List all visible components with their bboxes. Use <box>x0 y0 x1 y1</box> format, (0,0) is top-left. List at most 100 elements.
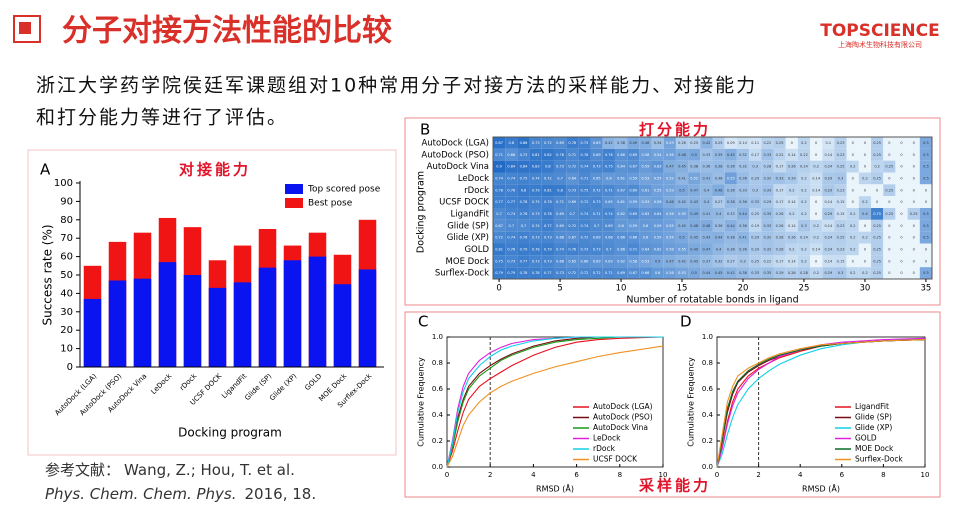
cell <box>749 172 762 185</box>
row-label: GOLD <box>464 245 489 255</box>
cell-label: 0 <box>815 212 817 216</box>
cell <box>810 160 823 173</box>
cell <box>773 172 786 185</box>
cell-label: 0.49 <box>690 212 698 216</box>
cell-label: 0.73 <box>507 259 515 263</box>
cell-label: 0.44 <box>739 212 748 216</box>
cell-label: 0.25 <box>873 271 881 275</box>
cell <box>651 267 664 279</box>
cell <box>907 219 920 232</box>
cell-label: 0.25 <box>873 176 881 180</box>
cell-label: 0.3 <box>752 188 758 192</box>
cell <box>761 184 774 197</box>
cell <box>773 184 786 197</box>
cell <box>590 231 603 244</box>
cell-label: 0.26 <box>788 165 796 169</box>
y-tick-label: 1.0 <box>702 333 713 341</box>
cell-label: 0 <box>913 200 915 204</box>
cell <box>517 160 530 173</box>
cell-label: 0.49 <box>690 247 698 251</box>
cell <box>846 219 859 232</box>
cell-label: 0.17 <box>776 188 784 192</box>
cell-label: 0.68 <box>605 236 613 240</box>
cell <box>834 184 847 197</box>
cell-label: 0.73 <box>593 200 601 204</box>
cell <box>651 219 664 232</box>
x-tick-label: 4 <box>531 471 536 479</box>
cell-label: 0 <box>791 141 793 145</box>
cell-label: 0.75 <box>520 176 528 180</box>
cell-label: 0.78 <box>556 153 564 157</box>
cell-label: 0.38 <box>617 141 625 145</box>
cell-label: 0.4 <box>716 212 722 216</box>
cell-label: 0.67 <box>568 236 576 240</box>
cell-label: 0 <box>852 200 854 204</box>
cell <box>773 231 786 244</box>
cell <box>627 231 640 244</box>
cell-label: 0.56 <box>654 200 662 204</box>
cell <box>590 267 603 279</box>
cell <box>675 184 689 197</box>
cell-label: 0.33 <box>763 224 771 228</box>
cell-label: 0.15 <box>837 259 845 263</box>
cell <box>614 208 628 220</box>
cell <box>773 243 786 256</box>
cell <box>858 137 872 149</box>
cell <box>724 219 737 232</box>
cell-label: 0.27 <box>727 259 735 263</box>
cell-label: 0 <box>913 153 915 157</box>
line <box>446 336 664 468</box>
cell-label: 0.33 <box>763 153 771 157</box>
cell-label: 0.29 <box>824 176 832 180</box>
cell-label: 0.15 <box>837 200 845 204</box>
cell <box>529 208 542 220</box>
cell <box>724 231 737 244</box>
cell <box>553 208 567 220</box>
cell <box>493 137 506 149</box>
cell <box>700 148 713 161</box>
cell-label: 0.2 <box>862 176 868 180</box>
cell <box>627 267 640 279</box>
cell-label: 0.68 <box>556 259 564 263</box>
cell-label: 0.4 <box>704 188 710 192</box>
cell <box>663 219 676 232</box>
x-axis-label: Number of rotatable bonds in ligand <box>626 295 798 306</box>
cell <box>639 160 652 173</box>
cell <box>700 243 713 256</box>
cell-label: 0.14 <box>812 176 821 180</box>
cell <box>919 196 932 208</box>
y-tick-label: 70 <box>60 233 73 244</box>
cell <box>639 255 652 268</box>
cell-label: 0.62 <box>617 259 625 263</box>
cell-label: 0.62 <box>654 247 662 251</box>
cell <box>602 196 615 208</box>
cell-label: 0 <box>864 153 866 157</box>
cell-label: 0.6 <box>655 271 661 275</box>
cell-label: 0.75 <box>581 188 589 192</box>
cell <box>810 148 823 161</box>
cell-label: 0 <box>900 153 902 157</box>
row-label: MOE Dock <box>446 257 490 267</box>
cell <box>614 172 628 185</box>
cell-label: 0.41 <box>739 236 747 240</box>
y-axis-label: Cumulative Frequency <box>687 357 696 447</box>
cell-label: 0.2 <box>789 247 795 251</box>
row-label: AutoDock (PSO) <box>421 150 489 160</box>
cell-label: 0.44 <box>703 271 712 275</box>
cell <box>505 255 518 268</box>
cell <box>578 184 591 197</box>
cell <box>614 148 628 161</box>
cell-label: 0.38 <box>690 165 698 169</box>
cell <box>871 184 884 197</box>
cell-label: 0.77 <box>544 224 552 228</box>
cell-label: 0.66 <box>617 236 625 240</box>
cell-label: 0.73 <box>532 141 540 145</box>
cell <box>919 137 932 149</box>
cell <box>517 172 530 185</box>
row-label: AutoDock Vina <box>427 162 489 172</box>
cell-label: 0 <box>913 247 915 251</box>
cell <box>773 148 786 161</box>
cell-label: 0.61 <box>642 188 650 192</box>
cell <box>822 196 835 208</box>
cell-label: 0 <box>900 200 902 204</box>
